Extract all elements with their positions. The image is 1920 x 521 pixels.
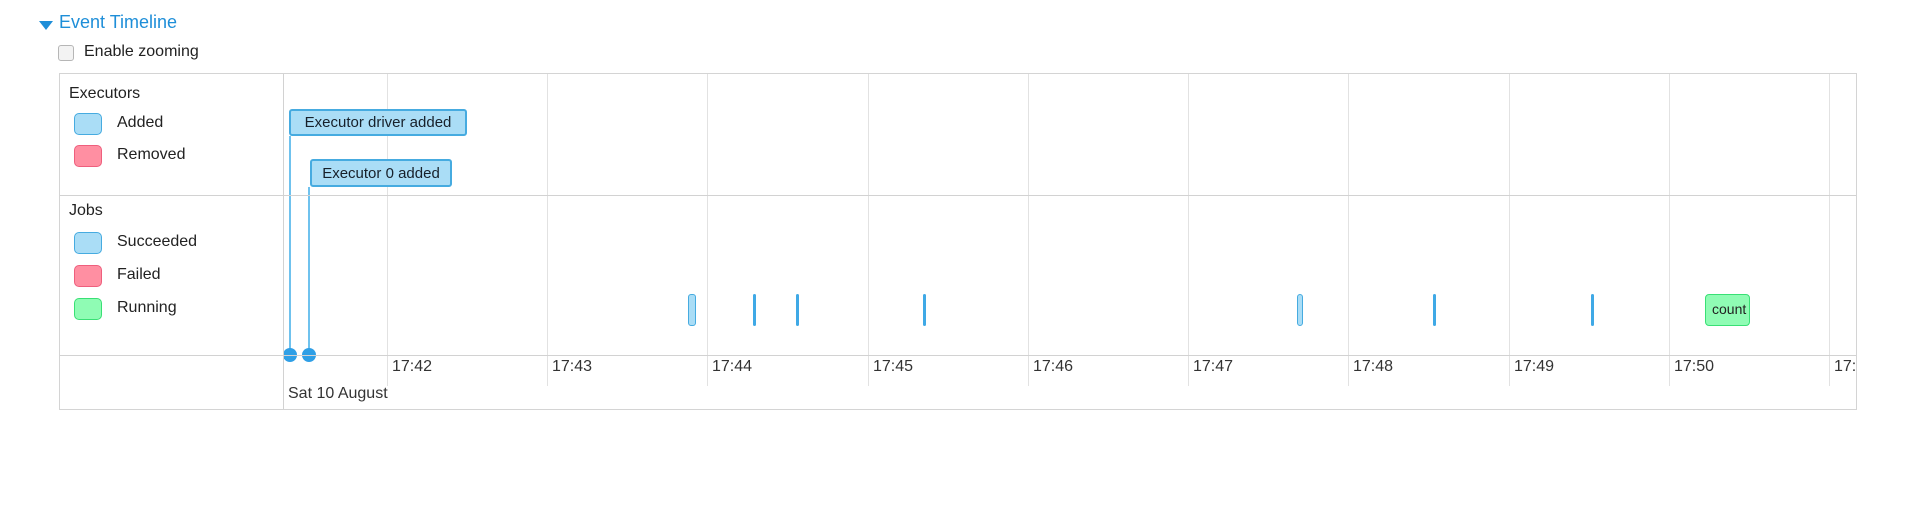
lane-divider [60,195,1856,196]
time-tick-label: 17:47 [1193,358,1234,375]
time-tick-label: 17:43 [552,358,593,375]
job-marker-succeeded[interactable] [688,294,696,326]
time-gridline [1669,74,1670,355]
job-marker-succeeded[interactable] [753,294,756,326]
job-marker-succeeded[interactable] [1433,294,1436,326]
failed-color-swatch [74,265,102,287]
timeline-panel: Executors Added Removed Jobs Succeeded F… [59,73,1857,410]
legend-label: Running [117,299,177,316]
time-gridline [1509,74,1510,355]
time-minor-tick [1829,355,1830,386]
time-gridline [547,74,548,355]
time-minor-tick [1188,355,1189,386]
time-tick-label: 17:45 [873,358,914,375]
time-gridline [1348,74,1349,355]
time-gridline [1188,74,1189,355]
time-tick-label: 17:48 [1353,358,1394,375]
legend-label: Added [117,114,164,131]
removed-color-swatch [74,145,102,167]
time-gridline [1028,74,1029,355]
timeline-legend-column: Executors Added Removed Jobs Succeeded F… [60,74,283,409]
time-gridline [868,74,869,355]
time-minor-tick [1509,355,1510,386]
time-gridline [387,74,388,355]
executor-event-box[interactable]: Executor 0 added [310,159,452,187]
timeline-chart-area: 17:42 17:43 17:44 17:45 17:46 17:47 17:48 17:49… [283,74,1857,409]
legend-label: Failed [117,266,161,283]
time-gridline [1829,74,1830,355]
time-tick-label: 17:44 [712,358,753,375]
job-item-running[interactable]: count [1705,294,1750,326]
succeeded-color-swatch [74,232,102,254]
time-minor-tick [707,355,708,386]
time-tick-label: 17:46 [1033,358,1074,375]
time-gridline [707,74,708,355]
executor-event-line [308,187,310,355]
time-minor-tick [868,355,869,386]
time-minor-tick [1348,355,1349,386]
time-minor-tick [387,355,388,386]
jobs-group-title: Jobs [69,202,103,219]
executor-event-box[interactable]: Executor driver added [289,109,467,136]
time-axis-line [60,355,1856,356]
enable-zooming-checkbox[interactable] [58,45,74,61]
time-tick-label: 17:49 [1514,358,1555,375]
job-marker-succeeded[interactable] [1297,294,1303,326]
executors-group-title: Executors [69,85,141,102]
job-marker-succeeded[interactable] [923,294,926,326]
time-tick-label: 17:51 [1834,358,1857,375]
legend-label: Succeeded [117,233,198,250]
job-marker-succeeded[interactable] [1591,294,1594,326]
time-minor-tick [1669,355,1670,386]
executor-event-line [289,136,291,355]
enable-zooming-label: Enable zooming [84,43,199,60]
added-color-swatch [74,113,102,135]
collapse-arrow-icon[interactable] [39,21,53,30]
time-minor-tick [1028,355,1029,386]
time-tick-label: 17:50 [1674,358,1715,375]
event-timeline-link[interactable]: Event Timeline [59,12,178,32]
time-minor-tick [547,355,548,386]
time-tick-label: 17:42 [392,358,433,375]
job-marker-succeeded[interactable] [796,294,799,326]
legend-label: Removed [117,146,186,163]
running-color-swatch [74,298,102,320]
date-label: Sat 10 August [288,385,388,402]
